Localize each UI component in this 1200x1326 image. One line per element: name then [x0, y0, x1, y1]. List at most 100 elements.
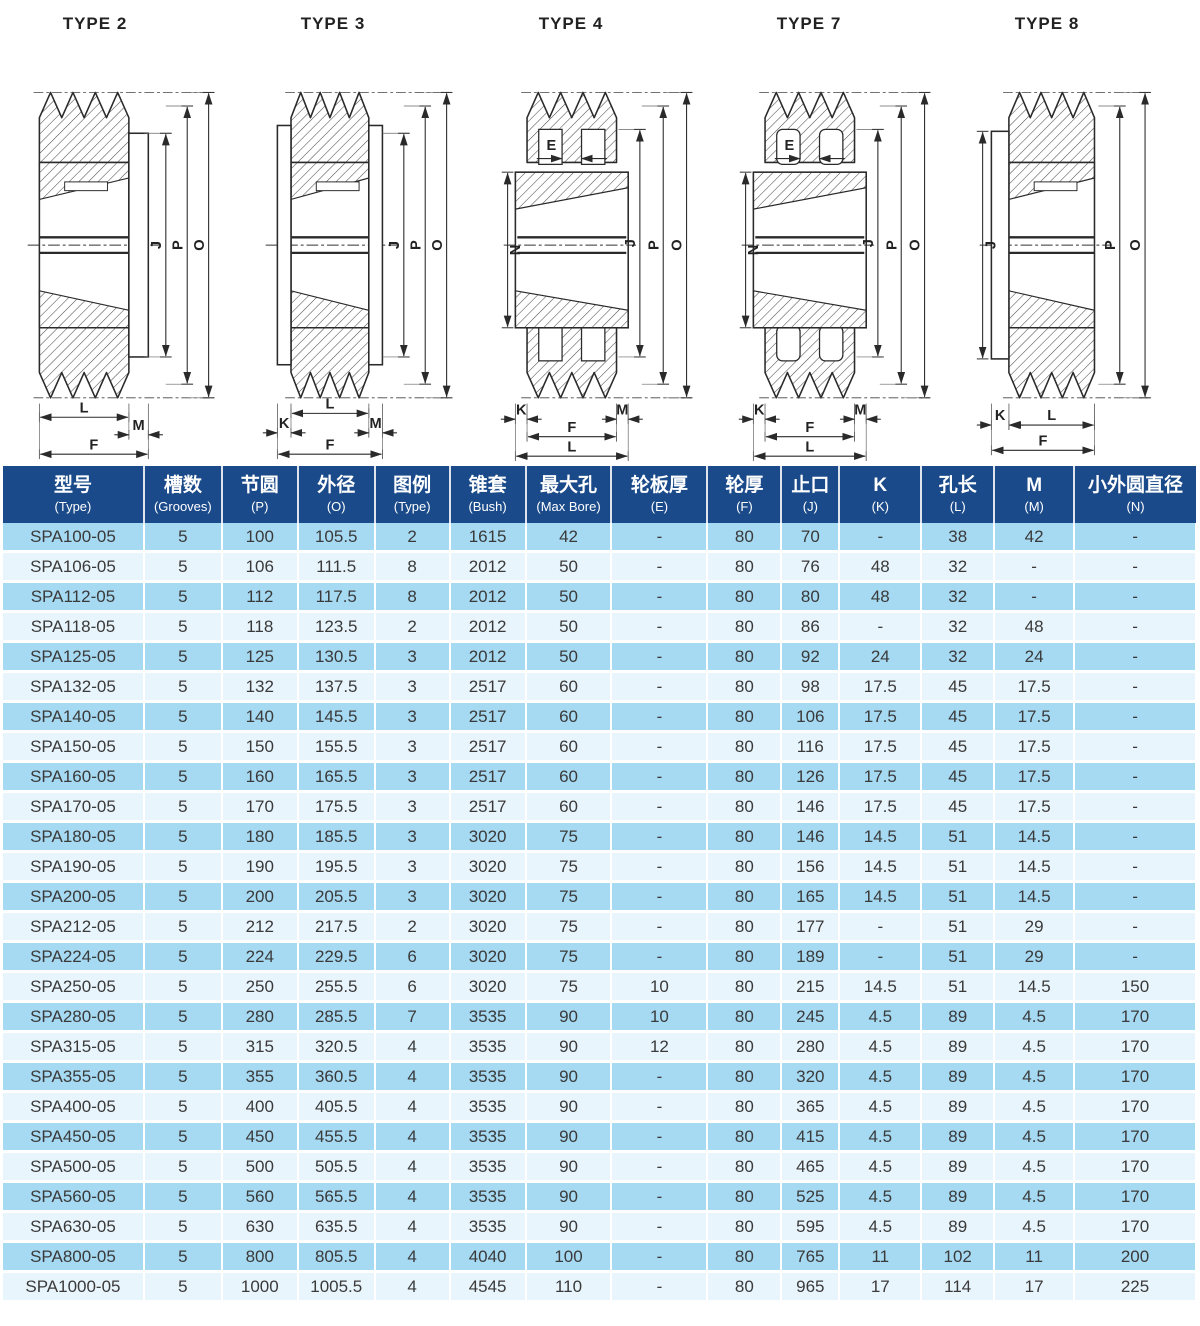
table-cell: 190 [221, 851, 299, 883]
table-cell: 12 [611, 1031, 709, 1063]
table-cell: - [611, 1121, 709, 1153]
table-row: SPA400-05 5 400 405.5 4 3535 90-80 365 4.5 89 4.5 1… [3, 1091, 1197, 1123]
table-cell: 42 [525, 523, 613, 553]
table-cell: - [611, 1061, 709, 1093]
table-cell: 455.5 [297, 1121, 376, 1153]
table-cell: 145.5 [297, 701, 376, 733]
table-cell: 560 [221, 1181, 299, 1213]
table-cell: 6 [374, 941, 451, 973]
table-cell: 32 [921, 551, 996, 583]
table-cell: 17 [839, 1271, 923, 1303]
svg-text:M: M [370, 416, 382, 432]
table-cell: SPA200-05 [3, 881, 145, 913]
table-cell: 75 [525, 881, 613, 913]
table-cell: 80 [707, 1271, 783, 1303]
table-cell: - [611, 791, 709, 823]
table-cell: 11 [994, 1241, 1076, 1273]
table-cell: 4.5 [994, 1001, 1076, 1033]
table-cell: SPA180-05 [3, 821, 145, 853]
table-cell: 4.5 [994, 1091, 1076, 1123]
table-cell: 3 [374, 761, 451, 793]
table-cell: 130.5 [297, 641, 376, 673]
column-header: 节圆 (P) [221, 466, 299, 523]
table-cell: 89 [921, 1181, 996, 1213]
table-cell: 24 [839, 641, 923, 673]
table-cell: 111.5 [297, 551, 376, 583]
svg-text:M: M [616, 402, 628, 418]
table-cell: 4040 [449, 1241, 527, 1273]
table-cell: - [611, 821, 709, 853]
table-cell: 3535 [449, 1031, 527, 1063]
diagram-title: TYPE 2 [62, 14, 128, 33]
svg-text:P: P [646, 240, 662, 250]
table-cell: - [611, 523, 709, 553]
table-cell: 5 [143, 671, 223, 703]
table-cell: 17.5 [994, 791, 1076, 823]
table-cell: 3 [374, 821, 451, 853]
table-cell: - [611, 701, 709, 733]
table-cell: 285.5 [297, 1001, 376, 1033]
table-cell: 3 [374, 701, 451, 733]
table-row: SPA100-05 5 100 105.5 2 1615 42-80 70-38 42- [3, 523, 1197, 553]
table-row: SPA1000-05 5 1000 1005.5 4 4545 110-80 965 17 114… [3, 1271, 1197, 1303]
table-cell: SPA315-05 [3, 1031, 145, 1063]
table-cell: 75 [525, 821, 613, 853]
table-cell: 217.5 [297, 911, 376, 943]
table-cell: 2517 [449, 791, 527, 823]
svg-text:K: K [516, 402, 527, 418]
table-cell: 215 [781, 971, 841, 1003]
table-cell: 80 [707, 1121, 783, 1153]
table-cell: 3535 [449, 1001, 527, 1033]
table-cell: 17.5 [839, 731, 923, 763]
table-cell: 4.5 [994, 1211, 1076, 1243]
table-cell: - [839, 611, 923, 643]
table-cell: 106 [221, 551, 299, 583]
table-cell: SPA132-05 [3, 671, 145, 703]
table-cell: 355 [221, 1061, 299, 1093]
table-cell: - [1074, 731, 1197, 763]
table-cell: 1005.5 [297, 1271, 376, 1303]
table-cell: - [994, 581, 1076, 613]
table-cell: 3020 [449, 971, 527, 1003]
table-cell: 10 [611, 1001, 709, 1033]
table-cell: 505.5 [297, 1151, 376, 1183]
table-cell: 965 [781, 1271, 841, 1303]
table-cell: 5 [143, 731, 223, 763]
table-cell: 156 [781, 851, 841, 883]
column-header: 图例 (Type) [374, 466, 451, 523]
table-cell: 3020 [449, 851, 527, 883]
table-cell: 165 [781, 881, 841, 913]
svg-text:L: L [567, 439, 576, 455]
pulley-drawing: J P O L M F [27, 91, 215, 460]
table-cell: - [611, 941, 709, 973]
table-cell: 800 [221, 1241, 299, 1273]
table-cell: 229.5 [297, 941, 376, 973]
table-cell: 5 [143, 821, 223, 853]
table-cell: - [611, 1091, 709, 1123]
svg-text:L: L [805, 439, 814, 455]
table-cell: SPA800-05 [3, 1241, 145, 1273]
table-cell: 80 [707, 581, 783, 613]
table-cell: 5 [143, 701, 223, 733]
table-cell: 1615 [449, 523, 527, 553]
table-cell: 146 [781, 821, 841, 853]
table-cell: 595 [781, 1211, 841, 1243]
table-cell: 60 [525, 761, 613, 793]
table-cell: 4 [374, 1121, 451, 1153]
table-cell: 80 [707, 1181, 783, 1213]
table-header-row: 型号 (Type) 槽数 (Grooves) 节圆 (P) 外径 (O) 图例 (Type) 锥套(… [3, 466, 1196, 523]
table-cell: SPA250-05 [3, 971, 145, 1003]
table-cell: 80 [707, 1091, 783, 1123]
table-cell: - [611, 881, 709, 913]
table-row: SPA224-05 5 224 229.5 6 3020 75-80 189-51 29- [3, 941, 1197, 973]
table-cell: 165.5 [297, 761, 376, 793]
table-cell: 170 [1074, 1121, 1197, 1153]
table-cell: 10 [611, 971, 709, 1003]
pulley-drawing: E N J P O K M FL [738, 91, 931, 462]
svg-text:L: L [80, 400, 89, 416]
table-cell: 4.5 [839, 1151, 923, 1183]
svg-text:P: P [1103, 240, 1119, 250]
table-cell: 635.5 [297, 1211, 376, 1243]
